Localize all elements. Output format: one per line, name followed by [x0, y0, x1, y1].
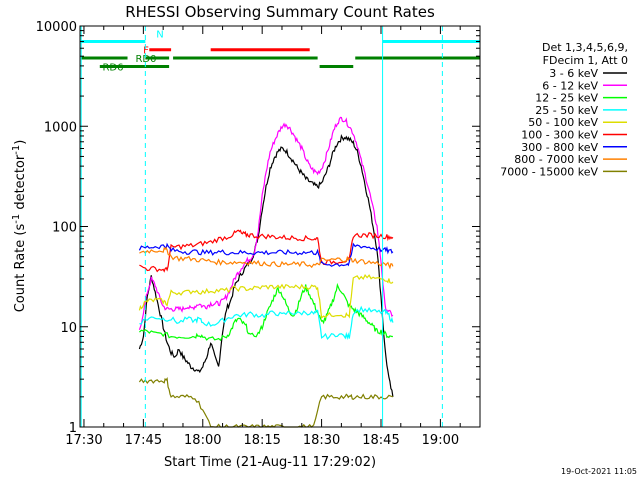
- x-tick-label-2: 18:00: [184, 433, 221, 448]
- legend-label-6: 300 - 800 keV: [521, 141, 598, 154]
- legend-label-2: 12 - 25 keV: [535, 92, 598, 105]
- series-line-3: [139, 305, 394, 341]
- y-tick-label-2: 100: [52, 221, 77, 236]
- legend-label-4: 50 - 100 keV: [528, 116, 598, 129]
- x-tick-label-1: 17:45: [125, 433, 162, 448]
- x-tick-label-6: 19:00: [422, 433, 459, 448]
- flag-label-3: RD6: [102, 62, 123, 73]
- y-tick-label-4: 10000: [36, 20, 77, 35]
- series-line-1: [138, 116, 394, 331]
- flag-label-1: F: [143, 46, 149, 57]
- legend-header-line-2: FDecim 1, Att 0: [543, 54, 628, 67]
- x-tick-label-0: 17:30: [65, 433, 102, 448]
- legend-header-line-1: Det 1,3,4,5,6,9,: [542, 41, 628, 54]
- flag-label-0: N: [156, 30, 163, 41]
- y-tick-label-0: 1: [69, 421, 77, 436]
- legend-label-1: 6 - 12 keV: [542, 79, 598, 92]
- y-axis-label: Count Rate (s-1 detector-1): [11, 140, 28, 313]
- y-tick-label-3: 1000: [44, 120, 77, 135]
- flag-label-2: RD0: [135, 54, 156, 65]
- legend-label-5: 100 - 300 keV: [521, 129, 598, 142]
- axes-layer: 17:30 17:45 18:00 18:15 18:30 18:45 19:00 1 10 10…: [36, 20, 481, 448]
- chart-title: RHESSI Observing Summary Count Rates: [125, 3, 435, 21]
- legend-label-3: 25 - 50 keV: [535, 104, 598, 117]
- vertical-lines-layer: [80, 26, 443, 427]
- series-line-0: [138, 134, 394, 397]
- series-line-6: [138, 242, 394, 267]
- series-line-7: [139, 246, 394, 270]
- legend-label-8: 7000 - 15000 keV: [500, 165, 598, 178]
- footer-timestamp: 19-Oct-2021 11:05: [561, 467, 637, 476]
- series-line-2: [138, 282, 393, 342]
- x-tick-label-5: 18:45: [362, 433, 399, 448]
- legend-label-7: 800 - 7000 keV: [514, 153, 598, 166]
- series-line-5: [139, 229, 394, 273]
- x-axis-label: Start Time (21-Aug-11 17:29:02): [164, 455, 376, 470]
- series-line-4: [138, 273, 394, 319]
- legend-label-0: 3 - 6 keV: [549, 67, 598, 80]
- x-tick-label-4: 18:30: [303, 433, 340, 448]
- y-tick-label-1: 10: [60, 321, 77, 336]
- legend: Det 1,3,4,5,6,9, FDecim 1, Att 0 3 - 6 k…: [500, 41, 628, 178]
- x-tick-label-3: 18:15: [243, 433, 280, 448]
